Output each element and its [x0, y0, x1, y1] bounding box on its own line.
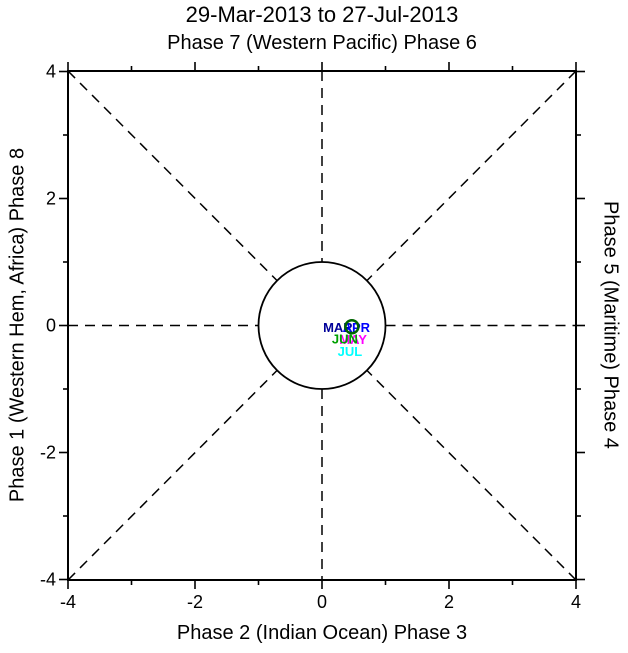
month-label-apr: APR	[343, 320, 371, 335]
tick-label-bottom: -2	[187, 592, 203, 612]
tick-label-left: -2	[40, 443, 56, 463]
guide-line-diagonal-ne	[366, 70, 577, 282]
tick-label-left: 2	[46, 189, 56, 209]
trajectory-marker	[344, 319, 360, 335]
tick-label-bottom: 0	[317, 592, 327, 612]
bottom-axis-label: Phase 2 (Indian Ocean) Phase 3	[176, 622, 468, 644]
tick-label-bottom: 2	[444, 592, 454, 612]
tick-label-left: 0	[46, 316, 56, 336]
month-label-may: MAY	[339, 332, 367, 347]
page-title: 29-Mar-2013 to 27-Jul-2013	[185, 2, 459, 27]
tick-label-bottom: -4	[60, 592, 76, 612]
tick-label-left: -4	[40, 570, 56, 590]
month-label-jul: JUL	[338, 344, 363, 359]
tick-label-bottom: 4	[571, 592, 581, 612]
guide-line-diagonal-sw	[67, 369, 278, 581]
unit-circle	[257, 261, 387, 390]
top-axis-label: Phase 7 (Western Pacific) Phase 6	[167, 32, 477, 54]
guide-line-diagonal-nw	[67, 70, 278, 282]
guide-line-diagonal-se	[366, 369, 577, 581]
tick-label-left: 4	[46, 62, 56, 82]
month-label-jun: JUN	[332, 331, 358, 346]
